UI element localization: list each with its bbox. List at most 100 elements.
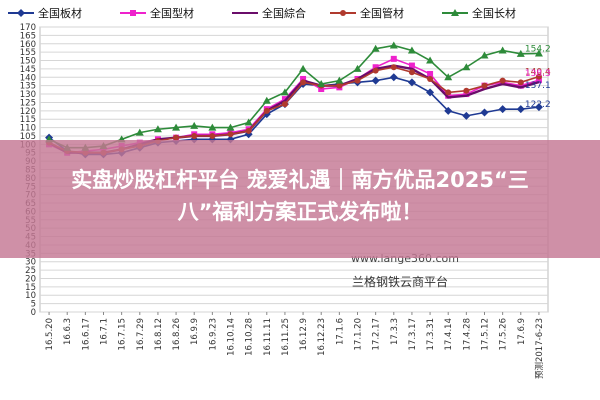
data-point-pipe [408,69,415,76]
data-point-long [317,80,326,87]
data-point-long [389,41,398,49]
y-tick-label: 105 [20,132,36,142]
y-tick-label: 5 [31,300,36,310]
y-tick-label: 15 [25,283,36,293]
banner-line-1: 实盘炒股杠杆平台 宠爱礼遇｜南方优品2025“三 [71,168,529,192]
x-tick-label: 16.12.23 [317,318,327,356]
y-tick-label: 20 [25,274,36,284]
data-point-plate [444,106,453,115]
y-tick-label: 155 [20,48,36,58]
x-tick-label: 17.3.3 [390,318,400,345]
y-tick-label: 165 [20,31,36,41]
x-tick-label: 16.7.29 [136,318,146,350]
watermark-brand: 兰格钢铁云商平台 [352,274,448,289]
banner-line-2: 八”福利方案正式发布啦！ [177,200,423,224]
data-point-long [280,88,289,96]
end-value-label: 140.4 [525,68,551,78]
data-point-plate [462,111,471,120]
legend-label: 全国长材 [472,6,516,20]
x-tick-label: 17.1.20 [354,318,364,350]
legend-marker [340,10,346,16]
x-tick-label: 17.4.28 [462,318,472,350]
y-tick-label: 125 [20,98,36,108]
data-point-section [300,75,307,82]
legend-marker [130,10,136,16]
end-value-label: 154.2 [525,44,551,54]
x-tick-label: 17.1.6 [335,318,345,345]
y-tick-label: 130 [20,90,36,100]
legend-label: 全国管材 [360,6,404,20]
x-tick-label: 预测2017-6-23 [534,318,545,379]
data-point-pipe [445,89,452,96]
data-point-long [444,73,453,81]
end-value-label: 122.2 [525,100,551,110]
x-tick-label: 17.6.9 [517,318,527,345]
data-point-pipe [535,73,542,80]
end-value-label: 137.1 [525,81,551,91]
x-tick-label: 16.7.1 [100,318,110,345]
y-tick-label: 115 [20,115,36,125]
data-point-section [535,77,542,84]
data-point-pipe [245,127,252,134]
data-point-plate [534,103,543,112]
y-tick-label: 150 [20,57,36,67]
data-point-pipe [427,75,434,82]
x-tick-label: 16.6.3 [63,318,73,345]
data-point-long [426,56,435,64]
data-point-plate [498,105,507,114]
data-point-plate [480,108,489,117]
data-point-plate [426,88,435,97]
data-point-plate [389,73,398,82]
y-tick-label: 160 [20,40,36,50]
data-point-long [226,123,235,131]
x-tick-label: 16.11.25 [281,318,291,356]
x-tick-label: 17.5.26 [499,318,509,350]
overlay-banner[interactable]: 实盘炒股杠杆平台 宠爱礼遇｜南方优品2025“三 八”福利方案正式发布啦！ [0,140,600,258]
y-tick-label: 0 [31,308,36,318]
data-point-long [172,123,181,131]
y-tick-label: 25 [25,266,36,276]
x-tick-label: 16.8.26 [172,318,182,350]
x-tick-label: 16.6.17 [81,318,91,350]
data-point-pipe [209,132,216,139]
x-tick-label: 16.9.23 [208,318,218,350]
data-point-plate [516,105,525,114]
data-point-pipe [191,132,198,139]
data-point-pipe [336,82,343,89]
legend-marker [451,9,459,16]
data-point-pipe [517,79,524,86]
data-point-long [335,76,344,84]
x-tick-label: 16.10.14 [227,318,237,356]
x-tick-label: 16.5.20 [45,318,55,350]
x-tick-label: 16.10.28 [245,318,255,356]
data-point-pipe [499,77,506,84]
data-point-long [498,46,507,54]
data-point-pipe [300,79,307,86]
y-tick-label: 120 [20,107,36,117]
data-point-section [517,82,524,89]
series-line-long [48,44,539,149]
y-tick-label: 170 [20,23,36,33]
data-point-pipe [173,134,180,141]
y-tick-label: 110 [20,124,36,134]
x-tick-label: 17.5.12 [481,318,491,350]
data-point-pipe [481,82,488,89]
data-point-long [371,44,380,52]
y-tick-label: 10 [25,291,36,301]
data-point-section [372,64,379,71]
data-point-pipe [463,87,470,94]
data-point-long [516,49,525,57]
data-point-section [408,62,415,69]
data-point-long [534,49,543,57]
x-tick-label: 17.4.14 [444,318,454,350]
legend-item-composite: 全国綜合 [232,6,306,20]
data-point-pipe [227,131,234,138]
data-point-plate [371,76,380,85]
x-tick-label: 16.11.11 [263,318,273,356]
data-point-pipe [372,67,379,74]
x-tick-label: 17.3.17 [408,318,418,350]
x-tick-label: 16.8.12 [154,318,164,350]
data-point-section [318,86,325,93]
y-tick-label: 145 [20,65,36,75]
x-tick-label: 17.3.31 [426,318,436,350]
